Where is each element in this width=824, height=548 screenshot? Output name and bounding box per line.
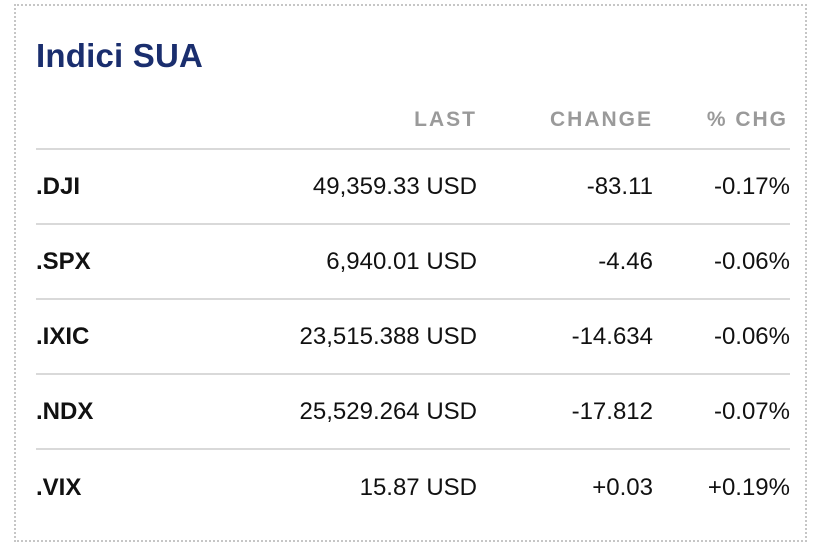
table-row-dji[interactable]: .DJI 49,359.33 USD -83.11 -0.17%: [36, 150, 790, 225]
index-symbol[interactable]: .IXIC: [36, 322, 90, 350]
index-pct-change: -0.07%: [713, 397, 790, 425]
column-header-last: LAST: [414, 108, 477, 131]
table-row-ixic[interactable]: .IXIC 23,515.388 USD -14.634 -0.06%: [36, 300, 790, 375]
index-symbol[interactable]: .NDX: [36, 397, 94, 425]
index-last-price: 23,515.388 USD: [299, 322, 477, 350]
index-pct-change: -0.06%: [713, 247, 790, 275]
index-pct-change: -0.17%: [713, 172, 790, 200]
us-indices-widget: Indici SUA LAST CHANGE % CHG .DJI 49,359…: [14, 4, 807, 542]
indices-table: LAST CHANGE % CHG .DJI 49,359.33 USD -83…: [36, 98, 790, 525]
index-symbol[interactable]: .SPX: [36, 247, 91, 275]
index-change: +0.03: [592, 473, 653, 501]
table-row-ndx[interactable]: .NDX 25,529.264 USD -17.812 -0.07%: [36, 375, 790, 450]
index-symbol[interactable]: .DJI: [36, 172, 81, 200]
index-last-price: 6,940.01 USD: [326, 247, 477, 275]
index-change: -4.46: [598, 247, 653, 275]
index-change: -83.11: [586, 172, 653, 200]
index-change: -17.812: [571, 397, 653, 425]
index-symbol[interactable]: .VIX: [36, 473, 82, 501]
index-last-price: 15.87 USD: [359, 473, 477, 501]
index-pct-change: +0.19%: [707, 473, 790, 501]
index-last-price: 49,359.33 USD: [312, 172, 477, 200]
column-header-change: CHANGE: [549, 108, 653, 131]
table-header: LAST CHANGE % CHG: [36, 98, 790, 150]
index-pct-change: -0.06%: [713, 322, 790, 350]
widget-title: Indici SUA: [36, 37, 204, 74]
index-last-price: 25,529.264 USD: [299, 397, 477, 425]
table-row-spx[interactable]: .SPX 6,940.01 USD -4.46 -0.06%: [36, 225, 790, 300]
column-header-pct-change: % CHG: [706, 108, 788, 131]
table-row-vix[interactable]: .VIX 15.87 USD +0.03 +0.19%: [36, 450, 790, 525]
index-change: -14.634: [571, 322, 653, 350]
